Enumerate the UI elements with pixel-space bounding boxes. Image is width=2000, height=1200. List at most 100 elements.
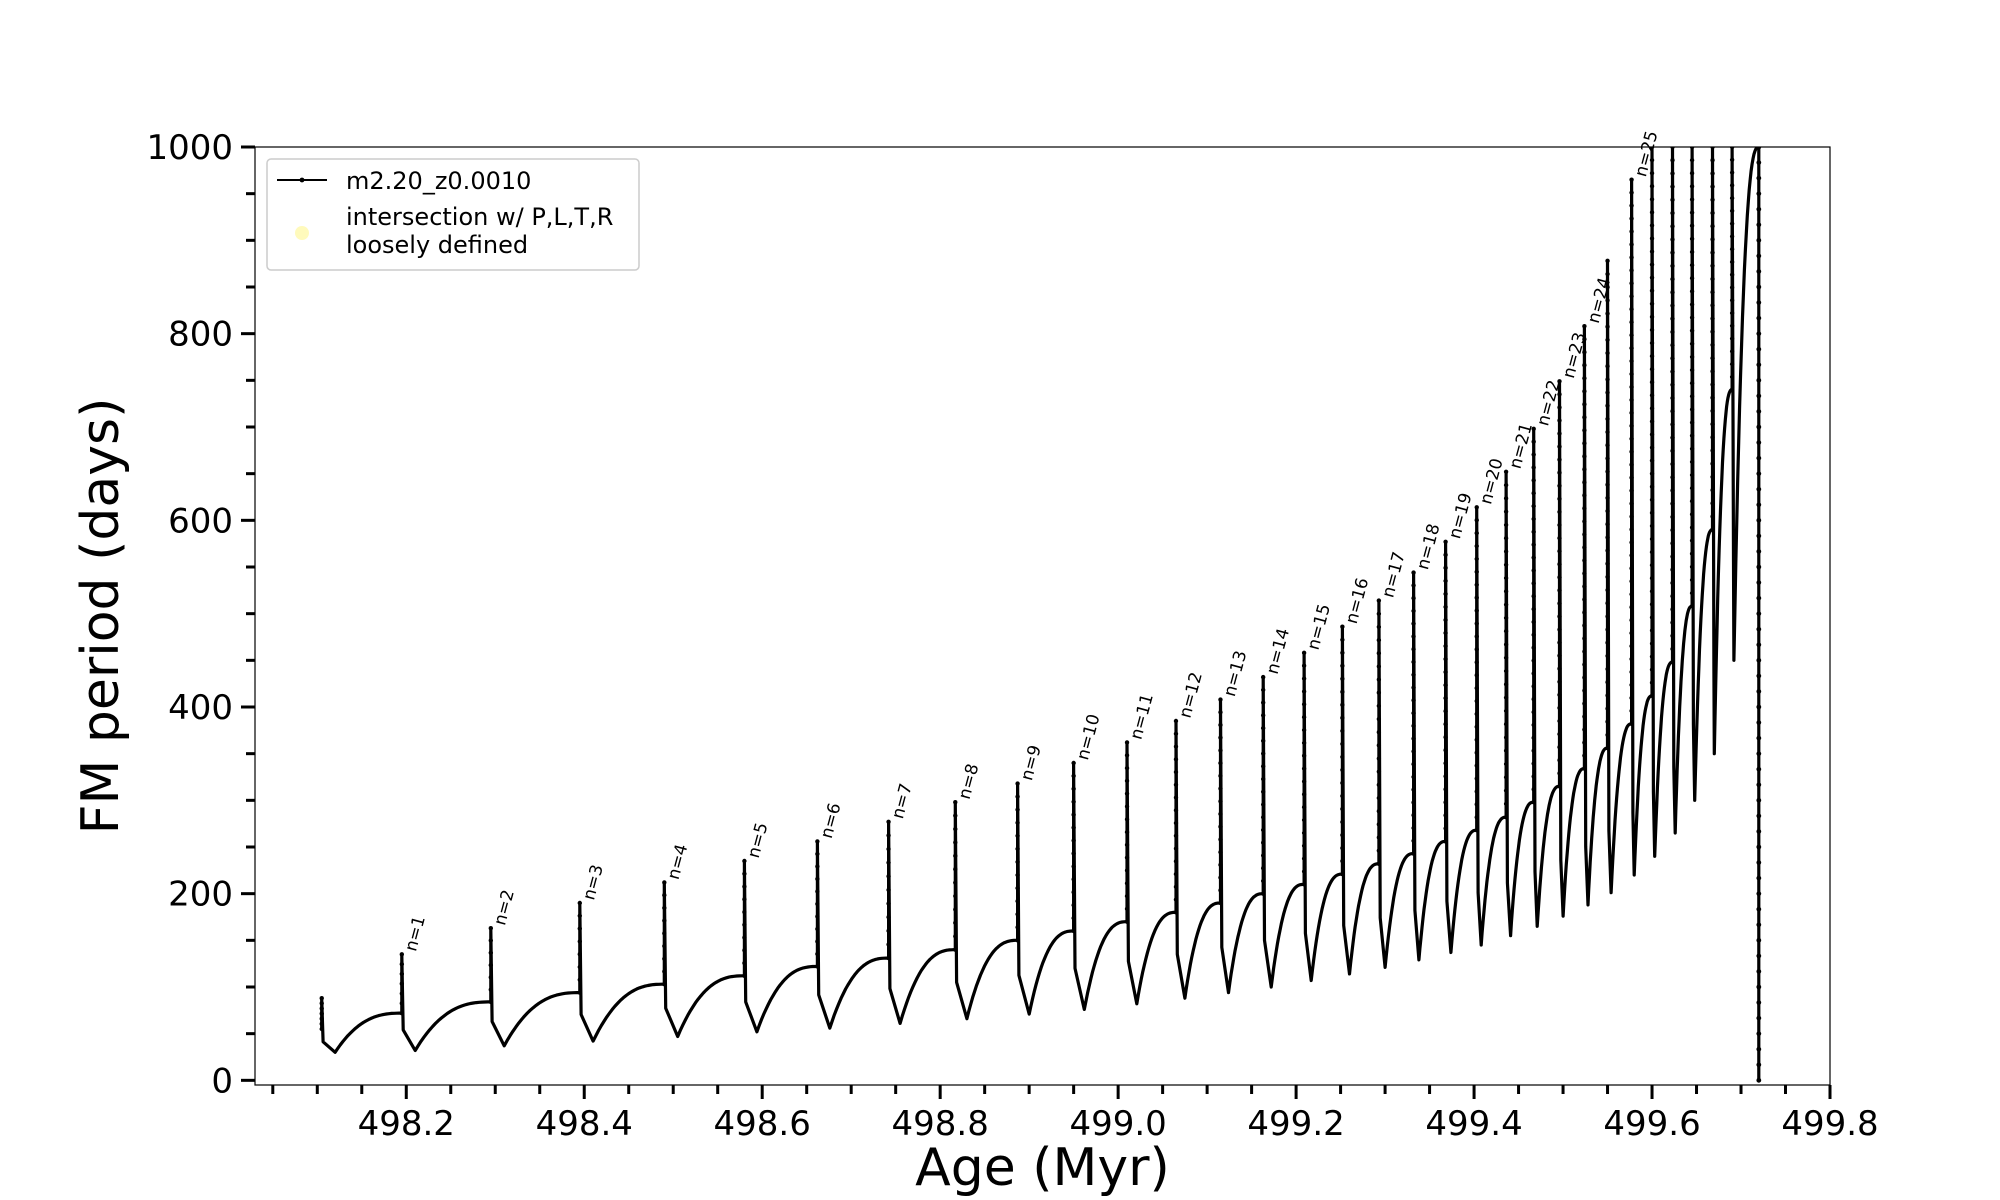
y-tick-label: 400	[168, 688, 233, 728]
data-point	[1503, 788, 1509, 793]
data-point	[1582, 376, 1587, 381]
data-point	[1531, 529, 1536, 535]
data-point	[1218, 786, 1223, 791]
data-point	[1729, 170, 1735, 175]
data-point	[1173, 897, 1179, 902]
data-point	[1605, 706, 1610, 711]
data-point	[1340, 650, 1345, 655]
data-point	[1443, 552, 1448, 558]
data-point	[1531, 619, 1536, 625]
data-point	[1756, 440, 1762, 445]
data-point	[1173, 795, 1179, 800]
data-point	[1629, 410, 1634, 416]
data-point	[1301, 882, 1307, 887]
data-point	[1710, 369, 1715, 374]
data-point	[1015, 938, 1020, 943]
data-point	[1670, 580, 1675, 586]
data-point	[1443, 721, 1448, 727]
data-point	[1756, 673, 1762, 679]
data-point	[886, 942, 891, 947]
data-point	[662, 956, 667, 961]
data-point	[1756, 953, 1762, 959]
data-point	[1605, 364, 1610, 369]
data-point	[1605, 535, 1610, 540]
data-point	[1756, 455, 1762, 461]
data-point	[1582, 714, 1587, 719]
data-point	[1582, 467, 1587, 472]
data-point	[1756, 891, 1762, 897]
data-point	[1557, 784, 1562, 789]
data-point	[1605, 587, 1610, 593]
data-point	[488, 950, 494, 955]
data-point	[1729, 361, 1735, 367]
data-point	[1340, 858, 1345, 864]
data-point	[1503, 562, 1509, 567]
data-point	[1649, 419, 1655, 424]
data-point	[662, 931, 667, 936]
data-point	[1071, 760, 1076, 766]
data-point	[1689, 315, 1695, 320]
data-point	[1301, 689, 1307, 694]
data-point	[1340, 637, 1345, 642]
data-point	[1376, 795, 1382, 801]
data-point	[815, 901, 820, 907]
data-point	[1531, 516, 1536, 522]
data-point	[1649, 380, 1655, 385]
data-point	[1071, 838, 1076, 843]
data-point	[1218, 862, 1223, 868]
data-point	[815, 876, 820, 882]
data-point	[1218, 888, 1223, 893]
data-point	[1218, 760, 1223, 766]
data-point	[662, 905, 667, 911]
data-point	[1071, 786, 1076, 792]
data-point	[1015, 872, 1020, 878]
data-point	[1710, 514, 1715, 519]
data-point	[662, 982, 667, 987]
data-point	[1474, 685, 1479, 691]
data-point	[1729, 234, 1735, 239]
data-point	[1557, 758, 1562, 763]
data-point	[1629, 708, 1634, 714]
annotation-label: n=3	[579, 862, 608, 902]
data-point	[1124, 791, 1130, 796]
data-point	[1376, 848, 1382, 853]
data-point	[1756, 331, 1762, 337]
data-point	[319, 1026, 324, 1032]
data-point	[1605, 732, 1610, 738]
data-point	[1531, 684, 1536, 689]
data-point	[1649, 497, 1655, 502]
data-point	[1376, 835, 1382, 840]
data-point	[1411, 838, 1416, 843]
annotation-label: n=25	[1631, 129, 1662, 179]
data-point	[1689, 262, 1695, 268]
data-point	[1756, 549, 1762, 554]
data-point	[1670, 184, 1675, 189]
data-point	[1629, 553, 1634, 558]
data-point	[1474, 543, 1479, 549]
data-point	[1071, 773, 1076, 779]
data-point	[1649, 602, 1655, 607]
data-point	[1582, 753, 1587, 758]
data-point	[577, 977, 582, 982]
data-point	[1557, 483, 1562, 488]
data-point	[1443, 787, 1448, 792]
data-point	[1443, 656, 1448, 662]
data-point	[1173, 833, 1179, 838]
data-point	[1340, 832, 1345, 838]
data-point	[1670, 224, 1675, 229]
data-point	[1503, 814, 1509, 820]
data-point	[1605, 614, 1610, 619]
data-point	[1670, 660, 1675, 665]
annotation-label: n=20	[1476, 456, 1507, 506]
data-point	[1531, 748, 1536, 753]
data-point	[319, 1016, 324, 1021]
plot-area: n=1 n=2 n=3 n=4 n=5 n=6 n=7 n=8 n=9 n=10 n=11 n=12 n…	[254, 129, 1831, 1086]
data-point	[1531, 722, 1536, 728]
data-point	[1503, 482, 1509, 488]
data-point	[399, 971, 405, 977]
data-point	[1756, 471, 1762, 477]
data-point	[1015, 898, 1020, 904]
data-point	[1689, 289, 1695, 294]
data-point	[886, 928, 891, 934]
